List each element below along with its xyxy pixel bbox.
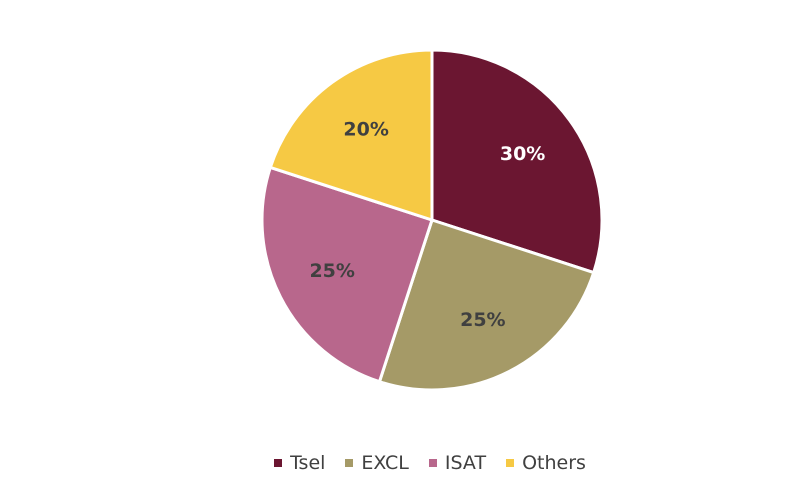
legend-item-others: Others [506, 452, 586, 474]
legend-swatch [506, 459, 515, 467]
legend-label: EXCL [361, 452, 409, 474]
pie-slice-isat [260, 165, 434, 384]
legend-item-tsel: Tsel [274, 452, 325, 474]
pie-slice-excl [377, 218, 596, 392]
legend-label: Tsel [290, 452, 326, 474]
legend-label: ISAT [444, 452, 487, 474]
slice-label-excl: 25% [460, 309, 505, 331]
legend: Tsel EXCL ISAT Others [0, 452, 800, 474]
pie-slice-tsel [430, 48, 604, 275]
slice-label-isat: 25% [309, 260, 354, 282]
legend-item-isat: ISAT [428, 452, 487, 474]
legend-swatch [345, 459, 354, 467]
legend-swatch [428, 459, 437, 467]
legend-label: Others [522, 452, 586, 474]
slice-label-others: 20% [343, 118, 388, 140]
legend-item-excl: EXCL [345, 452, 409, 474]
legend-swatch [274, 459, 283, 467]
slice-label-tsel: 30% [500, 143, 545, 165]
pie-slice-others [268, 48, 434, 223]
